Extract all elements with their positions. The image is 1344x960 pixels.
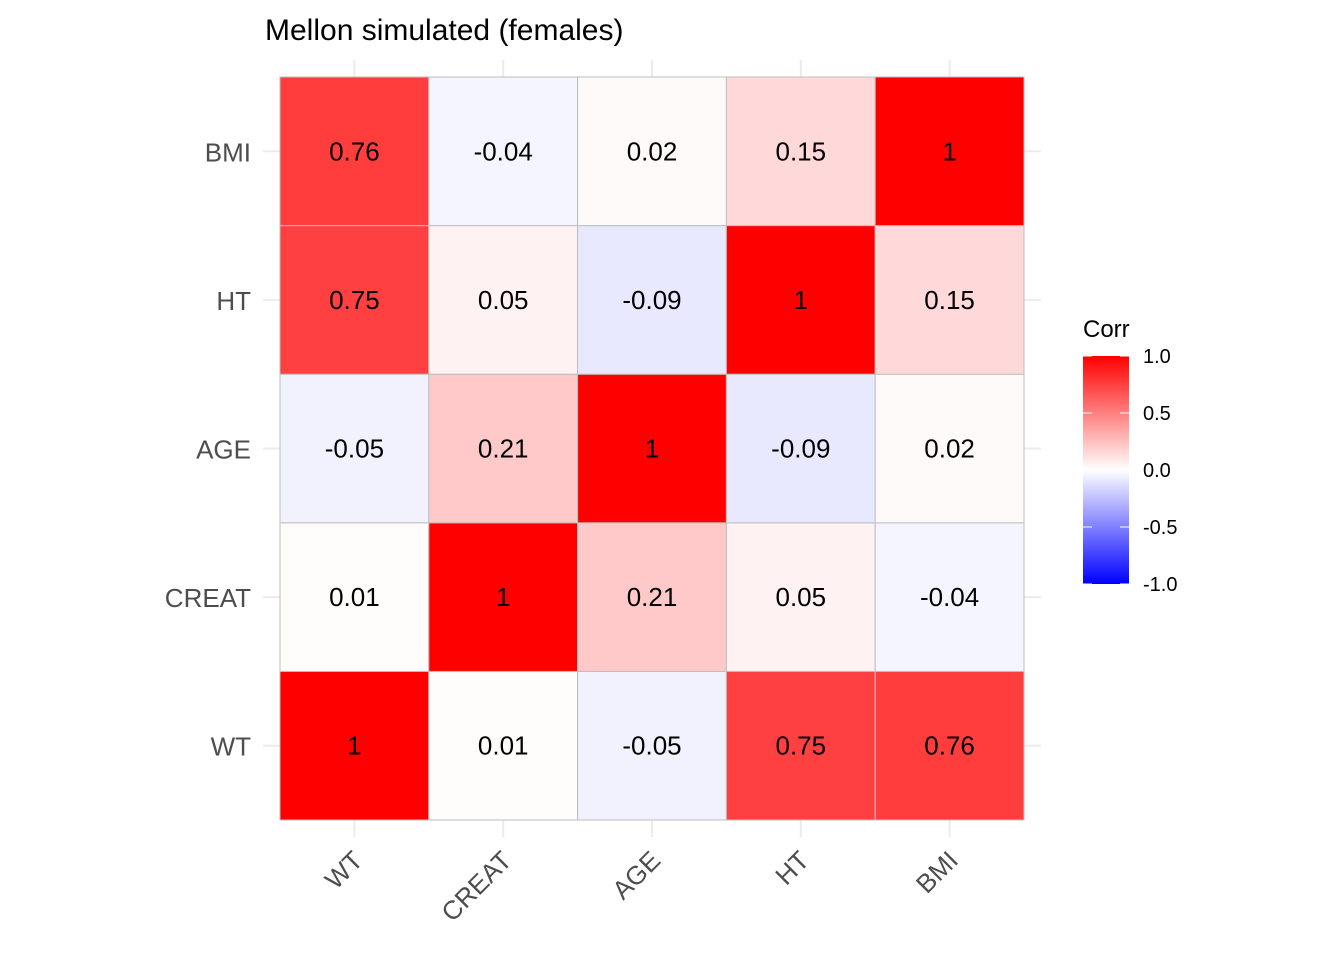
cell-value-label: 1 xyxy=(645,434,659,464)
cell-value-label: -0.05 xyxy=(325,434,384,464)
heatmap-cell xyxy=(577,373,727,524)
y-tick-label: WT xyxy=(211,732,252,762)
heatmap-cell xyxy=(279,225,430,375)
legend-tick-label: -1.0 xyxy=(1143,574,1177,596)
cell-value-label: -0.04 xyxy=(474,136,533,166)
heatmap-cells xyxy=(279,76,1025,821)
y-tick-label: HT xyxy=(216,286,251,316)
heatmap-cell xyxy=(874,522,1025,672)
heatmap-cell xyxy=(725,225,876,375)
heatmap-cell xyxy=(577,670,727,821)
cell-value-label: -0.04 xyxy=(920,582,979,612)
cell-value-label: 0.02 xyxy=(627,136,678,166)
cell-value-label: -0.05 xyxy=(622,731,681,761)
cell-value-label: 0.76 xyxy=(924,731,975,761)
y-axis: WT CREAT AGE HT BMI xyxy=(165,137,251,761)
cell-value-label: 0.15 xyxy=(924,285,975,315)
heatmap-cell xyxy=(279,522,430,672)
heatmap-cell xyxy=(725,522,876,672)
cell-value-label: 0.01 xyxy=(329,582,380,612)
heatmap-cell xyxy=(428,522,579,672)
x-tick-label: AGE xyxy=(606,845,666,905)
heatmap-cell xyxy=(725,76,876,227)
heatmap-cell xyxy=(428,373,579,524)
heatmap-cell xyxy=(428,225,579,375)
x-tick-label: WT xyxy=(319,845,369,895)
heatmap-cell xyxy=(874,670,1025,821)
legend-tick-label: 0.0 xyxy=(1143,460,1171,482)
legend-tick-label: 1.0 xyxy=(1143,346,1171,368)
x-axis: WT CREAT AGE HT BMI xyxy=(319,845,964,927)
cell-value-label: 0.15 xyxy=(775,136,826,166)
legend-tick-label: -0.5 xyxy=(1143,517,1177,539)
y-tick-label: AGE xyxy=(196,435,251,465)
heatmap-cell xyxy=(279,76,430,227)
cell-value-label: -0.09 xyxy=(622,285,681,315)
chart-title: Mellon simulated (females) xyxy=(265,14,623,47)
x-tick-label: CREAT xyxy=(435,845,517,927)
cell-value-label: 0.01 xyxy=(478,731,529,761)
y-tick-label: BMI xyxy=(205,137,251,167)
cell-value-label: 0.21 xyxy=(627,582,678,612)
heatmap-cell xyxy=(725,670,876,821)
cell-value-label: 1 xyxy=(794,285,808,315)
y-tick-label: CREAT xyxy=(165,583,251,613)
cell-value-label: -0.09 xyxy=(771,434,830,464)
heatmap-cell xyxy=(428,670,579,821)
cell-value-label: 0.75 xyxy=(775,731,826,761)
legend-title: Corr xyxy=(1083,316,1130,343)
cell-value-label: 0.76 xyxy=(329,136,380,166)
heatmap-cell xyxy=(874,76,1025,227)
legend-tick-label: 0.5 xyxy=(1143,403,1171,425)
x-tick-label: HT xyxy=(769,845,815,891)
heatmap-cell xyxy=(577,522,727,672)
heatmap-cell xyxy=(279,373,430,524)
heatmap-cell-labels: 1 0.01 -0.05 0.75 0.76 0.01 1 0.21 0.05 -0.04 -0.0… xyxy=(325,136,979,760)
cell-value-label: 0.75 xyxy=(329,285,380,315)
cell-value-label: 0.21 xyxy=(478,434,529,464)
heatmap-cell xyxy=(428,76,579,227)
heatmap-cell xyxy=(874,225,1025,375)
cell-value-label: 1 xyxy=(347,731,361,761)
cell-value-label: 1 xyxy=(496,582,510,612)
cell-value-label: 1 xyxy=(942,136,956,166)
legend-ticks: 1.0 0.5 0.0 -0.5 -1.0 xyxy=(1083,346,1177,596)
cell-value-label: 0.02 xyxy=(924,434,975,464)
color-legend: Corr 1.0 0.5 0.0 -0.5 -1.0 xyxy=(1083,316,1177,596)
x-tick-label: BMI xyxy=(910,845,964,899)
cell-value-label: 0.05 xyxy=(478,285,529,315)
heatmap-cell xyxy=(577,76,727,227)
cell-value-label: 0.05 xyxy=(775,582,826,612)
